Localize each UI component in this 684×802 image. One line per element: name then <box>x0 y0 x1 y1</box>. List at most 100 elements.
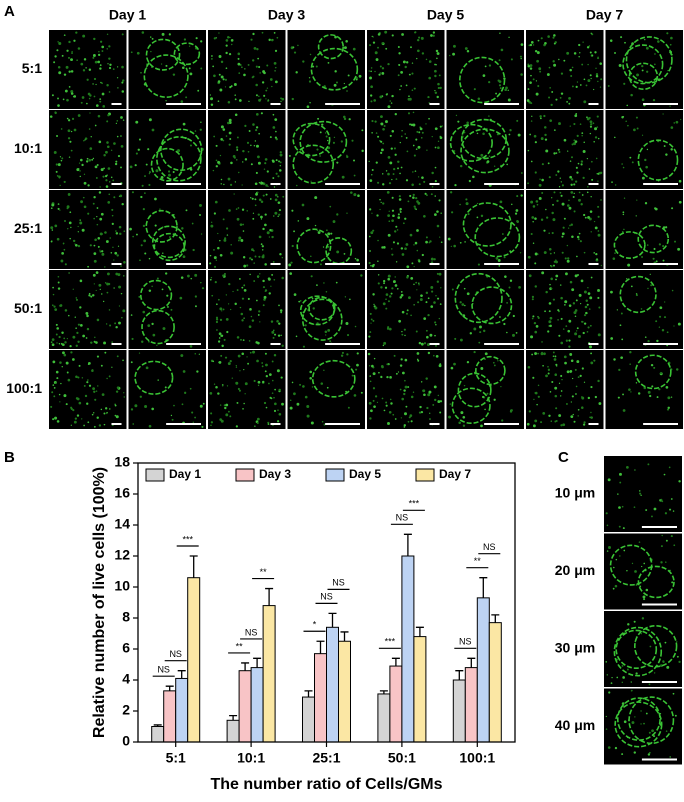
fluorescent-spot <box>108 91 111 93</box>
fluorescent-spot <box>212 169 215 172</box>
fluorescent-spot <box>108 375 111 378</box>
fluorescent-spot <box>597 288 600 292</box>
fluorescent-spot <box>196 370 199 373</box>
fluorescent-spot <box>406 312 408 315</box>
fluorescent-spot <box>340 140 343 143</box>
fluorescent-spot <box>433 385 437 389</box>
fluorescent-spot <box>492 361 495 364</box>
fluorescent-spot <box>270 285 272 287</box>
fluorescent-spot <box>570 178 574 181</box>
fluorescent-spot <box>138 352 141 354</box>
fluorescent-spot <box>645 165 648 169</box>
fluorescent-spot <box>377 239 379 242</box>
fluorescent-spot <box>568 96 571 100</box>
fluorescent-spot <box>114 403 116 405</box>
fluorescent-spot <box>432 34 435 37</box>
fluorescent-spot <box>559 177 561 179</box>
fluorescent-spot <box>378 73 381 76</box>
fluorescent-spot <box>264 223 267 227</box>
bar <box>250 667 264 743</box>
fluorescent-spot <box>105 323 108 325</box>
fluorescent-spot <box>52 418 55 421</box>
fluorescent-spot <box>51 203 55 207</box>
fluorescent-spot <box>587 292 591 295</box>
fluorescent-spot <box>396 287 399 290</box>
fluorescent-spot <box>464 241 466 243</box>
micrograph <box>287 350 365 429</box>
fluorescent-spot <box>99 288 101 291</box>
fluorescent-spot <box>253 145 256 147</box>
fluorescent-spot <box>567 227 570 229</box>
fluorescent-spot <box>111 366 113 368</box>
fluorescent-spot <box>596 115 599 118</box>
fluorescent-spot <box>664 512 668 515</box>
fluorescent-spot <box>541 271 545 275</box>
x-tick-label: 25:1 <box>312 750 340 766</box>
fluorescent-spot <box>569 68 572 72</box>
fluorescent-spot <box>646 148 649 151</box>
bar <box>476 597 490 743</box>
fluorescent-spot <box>655 260 658 263</box>
fluorescent-spot <box>634 716 636 718</box>
fluorescent-spot <box>575 85 578 88</box>
fluorescent-spot <box>263 168 266 170</box>
fluorescent-spot <box>497 360 499 362</box>
fluorescent-spot <box>404 412 407 416</box>
fluorescent-spot <box>217 232 219 235</box>
fluorescent-spot <box>360 391 363 394</box>
fluorescent-spot <box>268 373 272 376</box>
fluorescent-spot <box>631 562 634 565</box>
fluorescent-spot <box>536 403 538 406</box>
fluorescent-spot <box>87 184 90 187</box>
fluorescent-spot <box>265 406 268 409</box>
fluorescent-spot <box>566 370 570 374</box>
fluorescent-spot <box>209 262 212 265</box>
fluorescent-spot <box>242 230 245 232</box>
microsphere <box>616 697 661 741</box>
fluorescent-spot <box>641 65 644 68</box>
significance-label: *** <box>409 499 420 509</box>
fluorescent-spot <box>550 103 553 107</box>
fluorescent-spot <box>582 423 586 426</box>
fluorescent-spot <box>51 343 55 347</box>
fluorescent-spot <box>416 57 418 60</box>
fluorescent-spot <box>397 371 400 373</box>
fluorescent-spot <box>597 215 600 218</box>
fluorescent-spot <box>549 316 553 320</box>
fluorescent-spot <box>370 85 373 89</box>
fluorescent-spot <box>215 385 218 389</box>
fluorescent-spot <box>557 319 559 321</box>
fluorescent-spot <box>224 86 227 88</box>
fluorescent-spot <box>108 66 112 70</box>
fluorescent-spot <box>660 498 663 501</box>
fluorescent-spot <box>218 32 220 34</box>
micrograph <box>49 30 127 109</box>
fluorescent-spot <box>605 728 608 730</box>
fluorescent-spot <box>53 305 56 308</box>
fluorescent-spot <box>222 128 226 131</box>
fluorescent-spot <box>593 88 595 91</box>
fluorescent-spot <box>132 235 134 238</box>
fluorescent-spot <box>662 660 665 663</box>
fluorescent-spot <box>71 50 73 53</box>
fluorescent-spot <box>225 39 229 42</box>
fluorescent-spot <box>265 193 268 196</box>
fluorescent-spot <box>237 207 240 209</box>
fluorescent-spot <box>66 338 68 340</box>
fluorescent-spot <box>652 257 655 260</box>
fluorescent-spot <box>68 40 71 44</box>
fluorescent-spot <box>82 334 85 338</box>
y-tick-label: 6 <box>122 640 130 656</box>
error-bar <box>304 690 313 698</box>
fluorescent-spot <box>507 89 509 91</box>
fluorescent-spot <box>278 213 281 216</box>
fluorescent-spot <box>267 423 270 426</box>
fluorescent-spot <box>101 45 105 49</box>
fluorescent-spot <box>527 63 530 66</box>
fluorescent-spot <box>559 284 562 286</box>
fluorescent-spot <box>297 220 300 222</box>
fluorescent-spot <box>381 246 384 249</box>
fluorescent-spot <box>665 561 667 563</box>
fluorescent-spot <box>276 36 279 39</box>
fluorescent-spot <box>210 424 212 427</box>
